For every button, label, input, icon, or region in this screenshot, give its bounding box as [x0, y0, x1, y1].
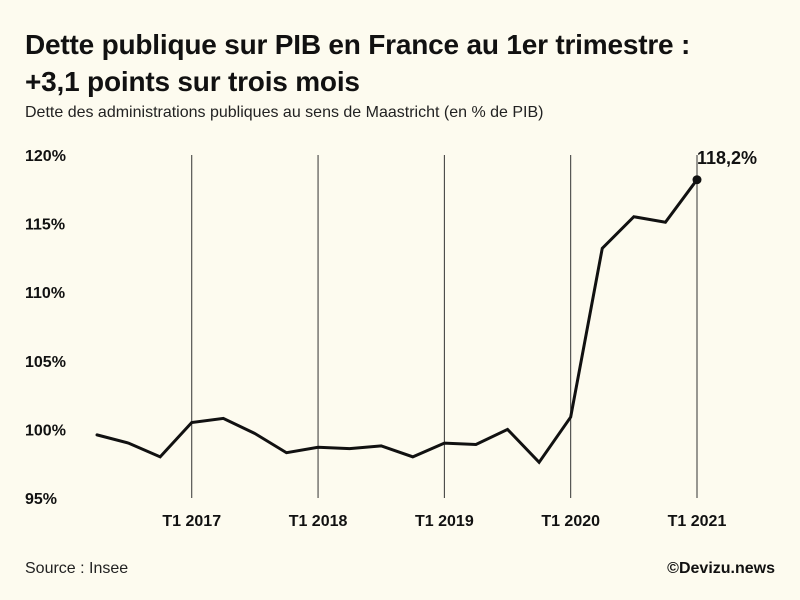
chart-title: Dette publique sur PIB en France au 1er … — [25, 26, 785, 100]
data-point-t1-2018 — [316, 445, 320, 449]
chart-title-line-2: +3,1 points sur trois mois — [25, 66, 360, 97]
latest-value-label: 118,2% — [697, 148, 757, 168]
y-tick-label-100: 100% — [25, 422, 66, 439]
data-point-t3-2016 — [127, 441, 131, 445]
data-point-t2-2018 — [348, 447, 352, 451]
x-tick-label-t1-2020: T1 2020 — [541, 513, 600, 530]
y-tick-label-120: 120% — [25, 148, 66, 165]
data-point-t2-2020 — [600, 246, 604, 250]
y-tick-label-115: 115% — [25, 217, 65, 234]
y-tick-label-110: 110% — [25, 285, 65, 302]
data-point-t4-2018 — [411, 455, 415, 459]
data-point-t1-2019 — [442, 441, 446, 445]
debt-series-line — [95, 178, 699, 465]
data-point-t3-2018 — [379, 444, 383, 448]
y-tick-label-95: 95% — [25, 491, 57, 508]
data-point-t3-2020 — [632, 215, 636, 219]
data-point-t2-2016 — [95, 433, 99, 437]
data-point-t1-2017 — [190, 421, 194, 425]
latest-value-marker — [692, 175, 702, 185]
data-point-t4-2020 — [663, 220, 667, 224]
x-tick-label-t1-2021: T1 2021 — [668, 513, 727, 530]
chart-title-line-1: Dette publique sur PIB en France au 1er … — [25, 29, 691, 60]
y-axis-labels: 95% 100% 105% 110% 115% 120% — [25, 148, 66, 508]
chart-subtitle: Dette des administrations publiques au s… — [25, 104, 544, 121]
source-note: Source : Insee — [25, 560, 129, 577]
x-axis-labels: T1 2017 T1 2018 T1 2019 T1 2020 T1 2021 — [162, 513, 726, 530]
data-point-t3-2017 — [253, 432, 257, 436]
data-point-t4-2017 — [284, 451, 288, 455]
data-point-t3-2019 — [506, 427, 510, 431]
vertical-gridlines — [191, 155, 698, 498]
data-point-t2-2019 — [474, 442, 478, 446]
y-tick-label-105: 105% — [25, 354, 66, 371]
debt-series — [95, 178, 699, 465]
x-tick-label-t1-2019: T1 2019 — [415, 513, 474, 530]
data-point-t4-2019 — [537, 460, 541, 464]
latest-value-annotation: 118,2% — [692, 148, 757, 185]
data-point-t2-2017 — [221, 416, 225, 420]
x-tick-label-t1-2017: T1 2017 — [162, 513, 221, 530]
x-tick-label-t1-2018: T1 2018 — [289, 513, 348, 530]
credit-note: ©Devizu.news — [667, 560, 775, 577]
data-point-t1-2020 — [569, 415, 573, 419]
data-point-t4-2016 — [158, 455, 162, 459]
